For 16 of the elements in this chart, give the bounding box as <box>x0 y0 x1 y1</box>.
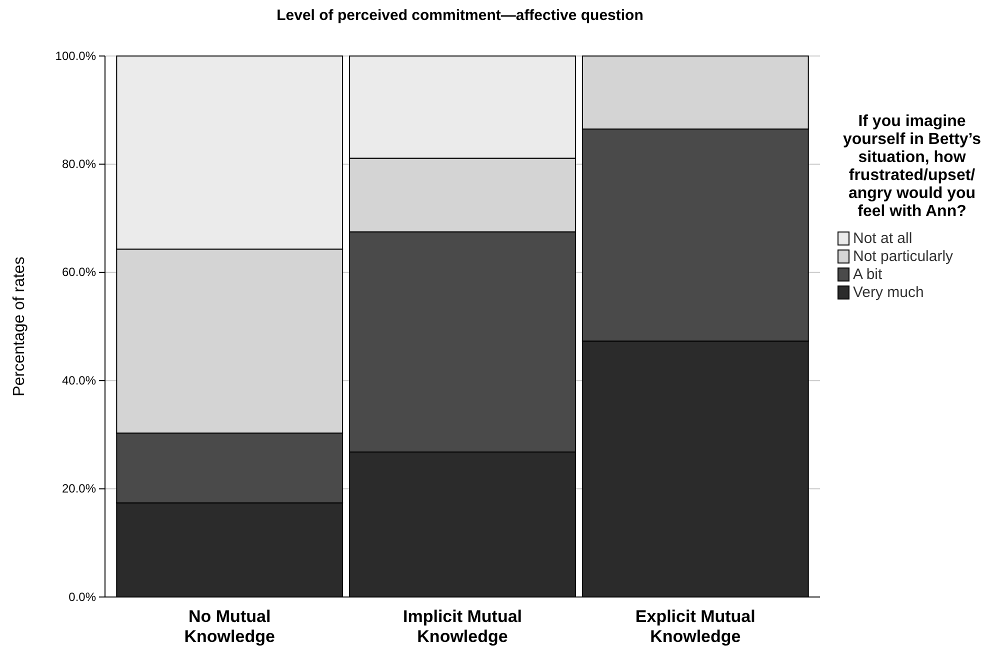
x-tick-label: Implicit Mutual Knowledge <box>403 607 522 646</box>
y-tick-label: 80.0% <box>62 157 96 172</box>
y-tick-label: 0.0% <box>68 590 96 604</box>
x-tick-label: Explicit Mutual Knowledge <box>635 607 756 646</box>
legend-label: Not at all <box>853 230 912 247</box>
y-tick-label: 100.0% <box>55 48 96 63</box>
y-tick-label: 20.0% <box>62 482 96 496</box>
y-axis-title: Percentage of rates <box>11 256 28 396</box>
legend-label: A bit <box>853 266 884 283</box>
legend-label: Very much <box>853 284 924 301</box>
legend-label: Not particularly <box>853 248 954 265</box>
legend-title: If you imagine yourself in Betty’s situation, how frustrated/upset/ angry would you feel with Ann? <box>842 113 982 220</box>
y-tick-label: 40.0% <box>62 373 96 388</box>
chart-title: Level of perceived commitment—affective question <box>276 7 644 24</box>
y-tick-label: 60.0% <box>62 265 96 280</box>
x-tick-label: No Mutual Knowledge <box>184 607 275 646</box>
